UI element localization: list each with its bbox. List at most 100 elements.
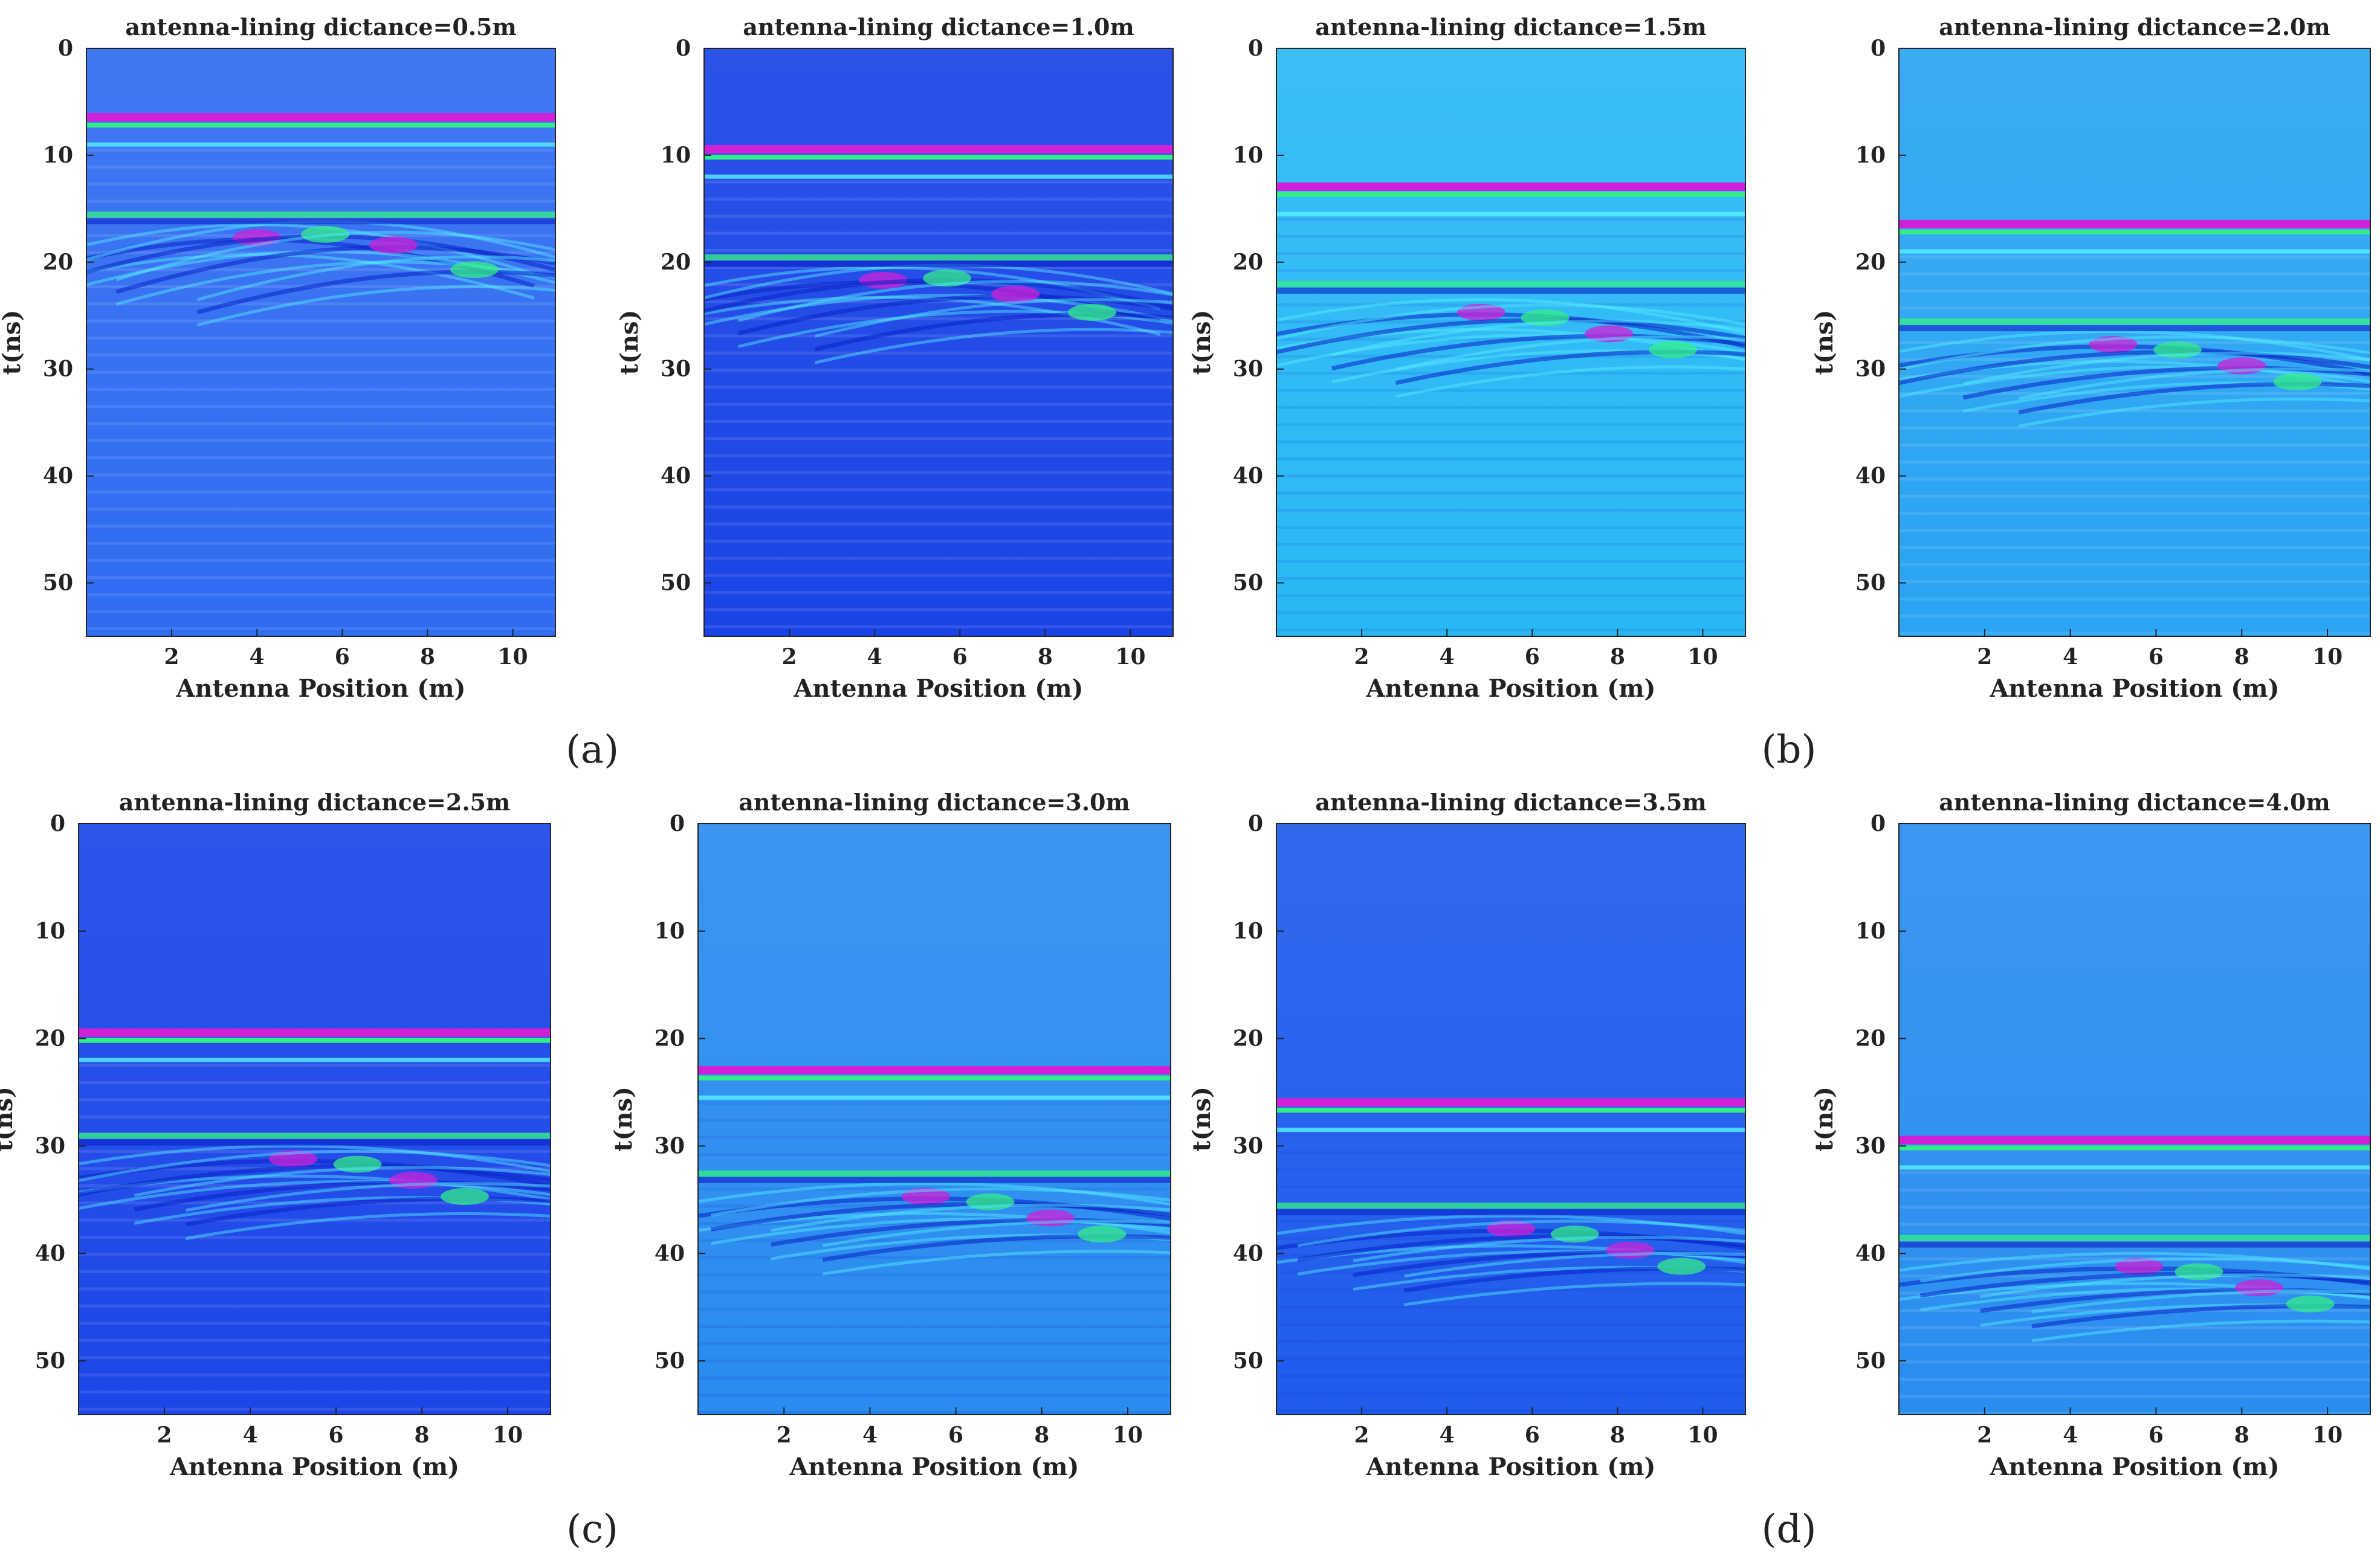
y-tick-label: 0 <box>1248 811 1263 836</box>
plot-area <box>1276 824 1745 1415</box>
x-tick-label: 4 <box>2063 1422 2078 1448</box>
hyperbola-tail <box>710 1187 1171 1217</box>
y-tick-label: 0 <box>670 811 685 836</box>
y-axis-label: t(ns) <box>609 1086 638 1152</box>
lining-ringing-band <box>1899 249 2370 254</box>
x-tick-label: 2 <box>1977 1422 1992 1448</box>
panel-label-a: (a) <box>566 728 619 772</box>
y-tick-label: 40 <box>35 1241 65 1266</box>
hyperbola-apex <box>1657 1258 1706 1275</box>
hyperbola-apex <box>369 236 418 254</box>
hyperbola-tail <box>115 260 555 306</box>
x-tick-label: 10 <box>497 644 528 670</box>
y-tick-label: 0 <box>676 36 691 61</box>
plot-frame <box>697 823 1171 1415</box>
hyperbola-tail <box>1920 1257 2370 1283</box>
hyperbola-apex <box>1550 1225 1599 1243</box>
hyperbola-tail <box>196 285 555 327</box>
x-tick-label: 6 <box>335 644 350 670</box>
x-tick-label: 2 <box>1354 1422 1369 1448</box>
x-tick-label: 4 <box>242 1422 257 1448</box>
hyperbola-apex <box>2234 1279 2283 1297</box>
x-tick-label: 2 <box>777 1422 792 1448</box>
hyperbola-tail <box>1899 365 2370 398</box>
hyperbola-tail <box>1353 1236 1745 1262</box>
panel-8: antenna-lining dictance=4.0m 0 10 20 30 40 50 2… <box>1810 789 2371 1481</box>
x-axis-label: Antenna Position (m) <box>1990 674 2280 703</box>
y-axis-label: t(ns) <box>1188 1086 1216 1152</box>
hyperbola-apex <box>450 261 499 279</box>
hyperbola-tail <box>771 1203 1171 1232</box>
y-tick-label: 10 <box>35 919 65 944</box>
hyperbola-tail <box>814 328 1173 364</box>
hyperbola-tail <box>1297 1219 1745 1247</box>
lining-green-band <box>704 155 1173 160</box>
y-tick-label: 0 <box>1248 36 1263 61</box>
hyperbola-tail <box>79 1180 551 1210</box>
hyperbola-tail <box>1899 1251 2370 1272</box>
panel-6: antenna-lining dictance=3.0m 0 10 20 30 40 50 2… <box>609 789 1171 1481</box>
y-tick-label: 10 <box>1233 143 1263 168</box>
secondary-dark-band <box>79 1139 551 1146</box>
y-axis-label: t(ns) <box>0 1086 18 1152</box>
y-tick-label: 20 <box>1855 250 1886 275</box>
panel-title: antenna-lining dictance=4.0m <box>1939 789 2330 816</box>
y-tick-label: 20 <box>1233 250 1263 275</box>
x-tick-label: 2 <box>1977 644 1992 670</box>
y-tick-label: 0 <box>1871 36 1886 61</box>
x-tick-label: 4 <box>250 644 265 670</box>
x-tick-label: 2 <box>164 644 179 670</box>
hyperbola-apex <box>2175 1263 2223 1280</box>
x-tick-label: 10 <box>1113 1422 1143 1448</box>
lining-reflection-band <box>1899 219 2370 228</box>
panel-5: antenna-lining dictance=2.5m 0 10 20 30 40 50 2… <box>0 789 551 1481</box>
x-tick-label: 6 <box>2149 644 2164 670</box>
x-tick-label: 10 <box>2312 1422 2343 1448</box>
plot-area <box>1899 824 2370 1415</box>
x-tick-label: 6 <box>328 1422 343 1448</box>
lining-reflection-band <box>1276 1098 1745 1107</box>
hyperbola-apex <box>1067 303 1116 321</box>
hyperbola-apex <box>333 1155 382 1173</box>
x-axis-label: Antenna Position (m) <box>1990 1453 2280 1481</box>
hyperbola-tail <box>2031 1289 2370 1314</box>
y-tick-label: 50 <box>1233 1348 1263 1374</box>
hyperbola-apex <box>1649 341 1698 358</box>
hyperbola-tail <box>134 1166 551 1197</box>
y-tick-label: 30 <box>655 1133 685 1158</box>
y-tick-label: 20 <box>655 1026 685 1051</box>
x-tick-label: 4 <box>867 644 882 670</box>
hyperbola-apex <box>1585 325 1634 343</box>
hyperbola-tail <box>1276 298 1745 335</box>
y-tick-label: 10 <box>1233 919 1263 944</box>
hyperbola-tail <box>2031 1319 2370 1343</box>
lining-reflection-band <box>698 1065 1171 1074</box>
radargram-background <box>79 824 551 1415</box>
plot-frame <box>1898 823 2371 1415</box>
secondary-interface-band <box>86 211 555 218</box>
hyperbola-apex <box>901 1188 950 1206</box>
plot-area <box>1276 48 1745 636</box>
hyperbola-apex <box>2217 357 2266 375</box>
lining-ringing-band <box>86 142 555 147</box>
y-tick-label: 30 <box>1233 1133 1263 1158</box>
hyperbola-tail <box>710 1217 1171 1245</box>
hyperbola-apex <box>2273 373 2322 390</box>
x-tick-label: 6 <box>952 644 968 670</box>
lining-ringing-band <box>1899 1165 2370 1170</box>
y-tick-label: 20 <box>1233 1026 1263 1051</box>
plot-area <box>79 824 551 1415</box>
plot-frame <box>1898 48 2371 637</box>
secondary-interface-band <box>79 1132 551 1139</box>
x-tick-label: 6 <box>1525 644 1540 670</box>
y-tick-label: 40 <box>1233 1241 1263 1266</box>
panels-group: antenna-lining dictance=0.5m010203040502… <box>0 13 2371 1481</box>
hyperbola-apex <box>923 270 972 287</box>
lining-ringing-band <box>79 1057 551 1062</box>
y-axis-label: t(ns) <box>1188 310 1216 375</box>
hyperbola-apex <box>991 285 1040 303</box>
hyperbola-tail <box>814 298 1173 338</box>
y-tick-label: 20 <box>43 250 73 275</box>
y-tick-label: 40 <box>43 463 73 489</box>
radargram-background <box>1276 824 1745 1415</box>
